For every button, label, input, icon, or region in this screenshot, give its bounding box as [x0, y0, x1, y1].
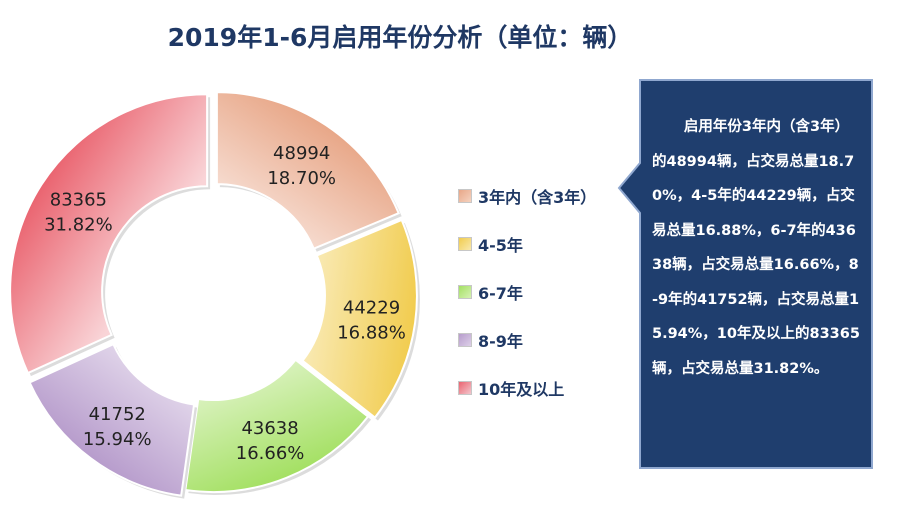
legend-label-6-7yr: 6-7年 [478, 284, 523, 303]
legend: 3年内（含3年） 4-5年 6-7年 8-9年 10年及以上 [458, 172, 596, 412]
slice-value-label-1: 44229 [343, 297, 400, 318]
legend-swatch-8-9yr [458, 333, 472, 347]
legend-swatch-6-7yr [458, 285, 472, 299]
slice-percent-label-2: 16.66% [236, 443, 305, 464]
slice-1 [301, 218, 418, 419]
callout-box [617, 79, 873, 469]
slices-layer [9, 91, 420, 499]
legend-swatch-4-5yr [458, 237, 472, 251]
legend-label-8-9yr: 8-9年 [478, 332, 523, 351]
legend-swatch-10yr [458, 381, 472, 395]
slice-3 [28, 342, 196, 497]
legend-item-3yr: 3年内（含3年） [458, 172, 596, 220]
slice-value-label-0: 48994 [273, 143, 330, 164]
slice-value-label-4: 83365 [50, 190, 107, 211]
legend-item-6-7yr: 6-7年 [458, 268, 596, 316]
legend-item-10yr: 10年及以上 [458, 364, 596, 412]
slice-value-label-2: 43638 [241, 418, 298, 439]
legend-swatch-3yr [458, 189, 472, 203]
slice-percent-label-4: 31.82% [44, 215, 113, 236]
slice-value-label-3: 41752 [89, 404, 146, 425]
chart-title: 2019年1-6月启用年份分析（单位：辆） [167, 23, 633, 52]
slice-percent-label-0: 18.70% [267, 168, 336, 189]
legend-label-3yr: 3年内（含3年） [478, 188, 597, 207]
legend-label-4-5yr: 4-5年 [478, 236, 523, 255]
callout-text: 启用年份3年内（含3年）的48994辆，占交易总量18.70%，4-5年的442… [652, 119, 860, 377]
slice-0 [215, 91, 400, 251]
legend-item-4-5yr: 4-5年 [458, 220, 596, 268]
slice-percent-label-3: 15.94% [83, 429, 152, 450]
slice-2 [184, 358, 370, 493]
slice-percent-label-1: 16.88% [337, 322, 406, 343]
legend-label-10yr: 10年及以上 [478, 380, 565, 399]
slice-4 [9, 93, 209, 375]
legend-item-8-9yr: 8-9年 [458, 316, 596, 364]
labels-layer: 48994 18.70% 44229 16.88% 43638 16.66% 41752 15… [44, 143, 406, 464]
